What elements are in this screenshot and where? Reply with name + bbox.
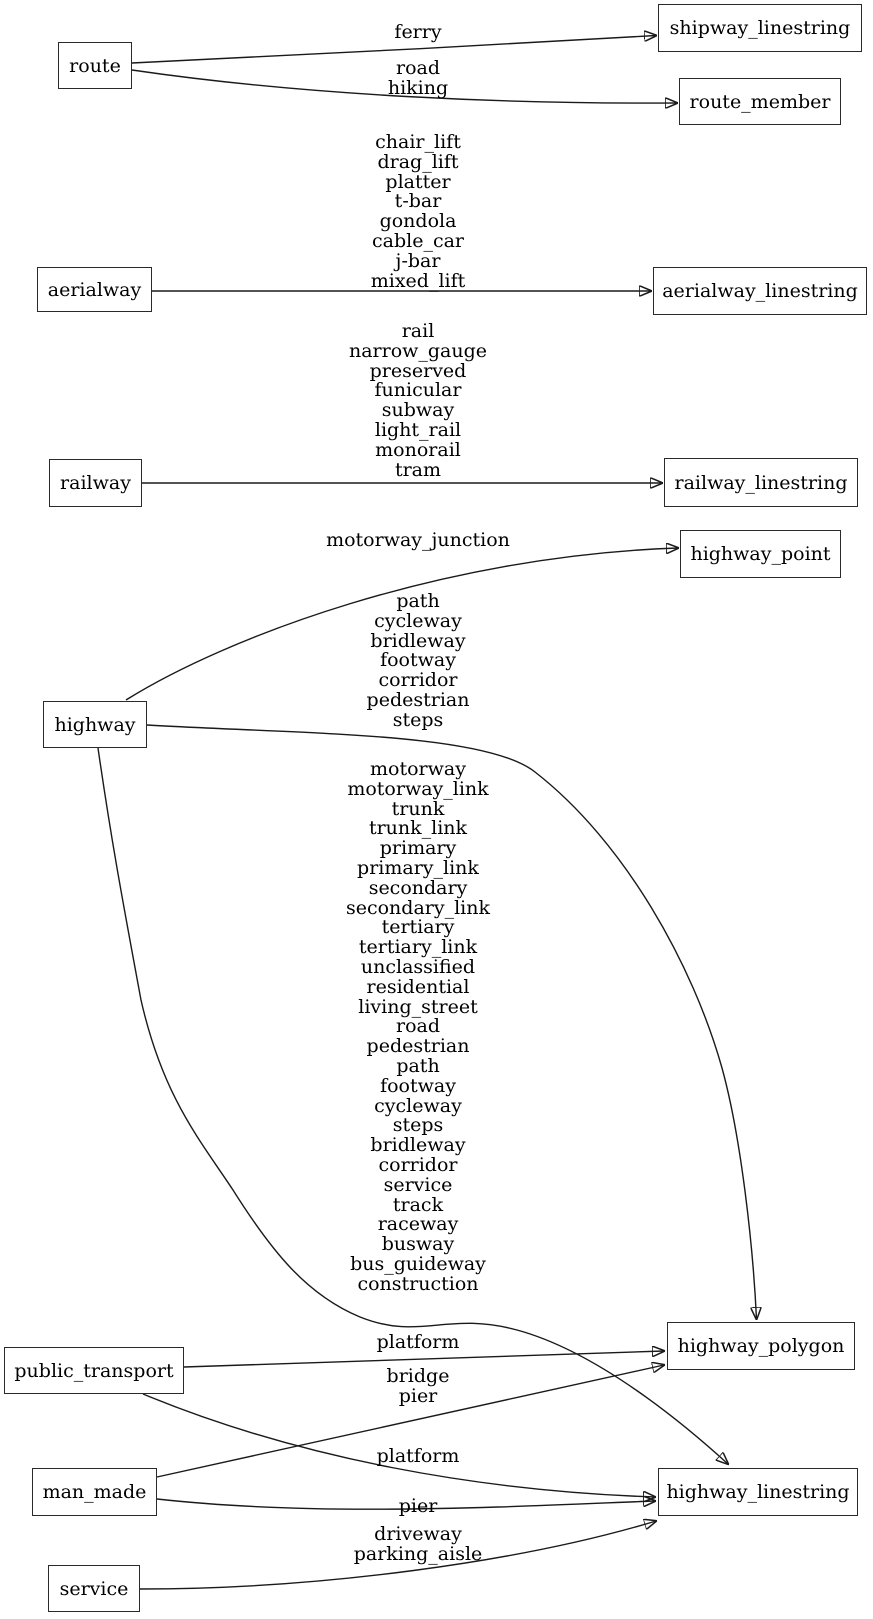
node-aerialway: aerialway [37, 267, 152, 312]
edge-route-to-route_member [131, 69, 677, 103]
node-highway_linestring: highway_linestring [658, 1468, 858, 1516]
edge-public_transport-to-highway_linestring [142, 1393, 655, 1497]
edge-label-platform-linestring: platform [376, 1445, 460, 1467]
node-route_member: route_member [679, 78, 841, 125]
edge-label-aerialway-types: chair_lift drag_lift platter t-bar gondo… [370, 131, 466, 292]
node-public_transport: public_transport [4, 1347, 184, 1394]
node-shipway_linestring: shipway_linestring [658, 4, 862, 52]
edge-label-motorway_junction: motorway_junction [326, 529, 510, 551]
edge-label-highway-area-types: path cycleway bridleway footway corridor… [366, 590, 470, 731]
node-highway_polygon: highway_polygon [667, 1322, 855, 1370]
node-railway: railway [49, 459, 142, 507]
edge-man_made-to-highway_linestring [156, 1499, 655, 1510]
edge-label-railway-types: rail narrow_gauge preserved funicular su… [348, 320, 488, 481]
edge-label-road-hiking: road hiking [387, 57, 449, 99]
edge-highway-to-highway_linestring [97, 747, 728, 1464]
node-highway_point: highway_point [680, 530, 841, 578]
edge-label-pier-linestring: pier [398, 1495, 438, 1517]
edge-label-highway-line-types: motorway motorway_link trunk trunk_link … [345, 758, 491, 1295]
edge-highway-to-highway_polygon [146, 724, 757, 1319]
node-route: route [58, 42, 132, 89]
edge-label-platform-polygon: platform [376, 1331, 460, 1353]
edge-public_transport-to-highway_polygon [183, 1351, 664, 1368]
node-man_made: man_made [32, 1468, 157, 1516]
edge-label-bridge-pier: bridge pier [386, 1365, 450, 1407]
node-service: service [48, 1565, 140, 1612]
edge-service-to-highway_linestring [139, 1521, 656, 1590]
edge-man_made-to-highway_polygon [156, 1365, 664, 1478]
edge-label-ferry: ferry [394, 21, 442, 43]
edge-highway-to-highway_point [125, 548, 678, 701]
node-highway: highway [43, 701, 147, 748]
node-aerialway_linestring: aerialway_linestring [653, 267, 867, 315]
edge-label-driveway-parking_aisle: driveway parking_aisle [353, 1523, 483, 1565]
edge-route-to-shipway_linestring [131, 36, 656, 64]
node-railway_linestring: railway_linestring [664, 458, 858, 507]
